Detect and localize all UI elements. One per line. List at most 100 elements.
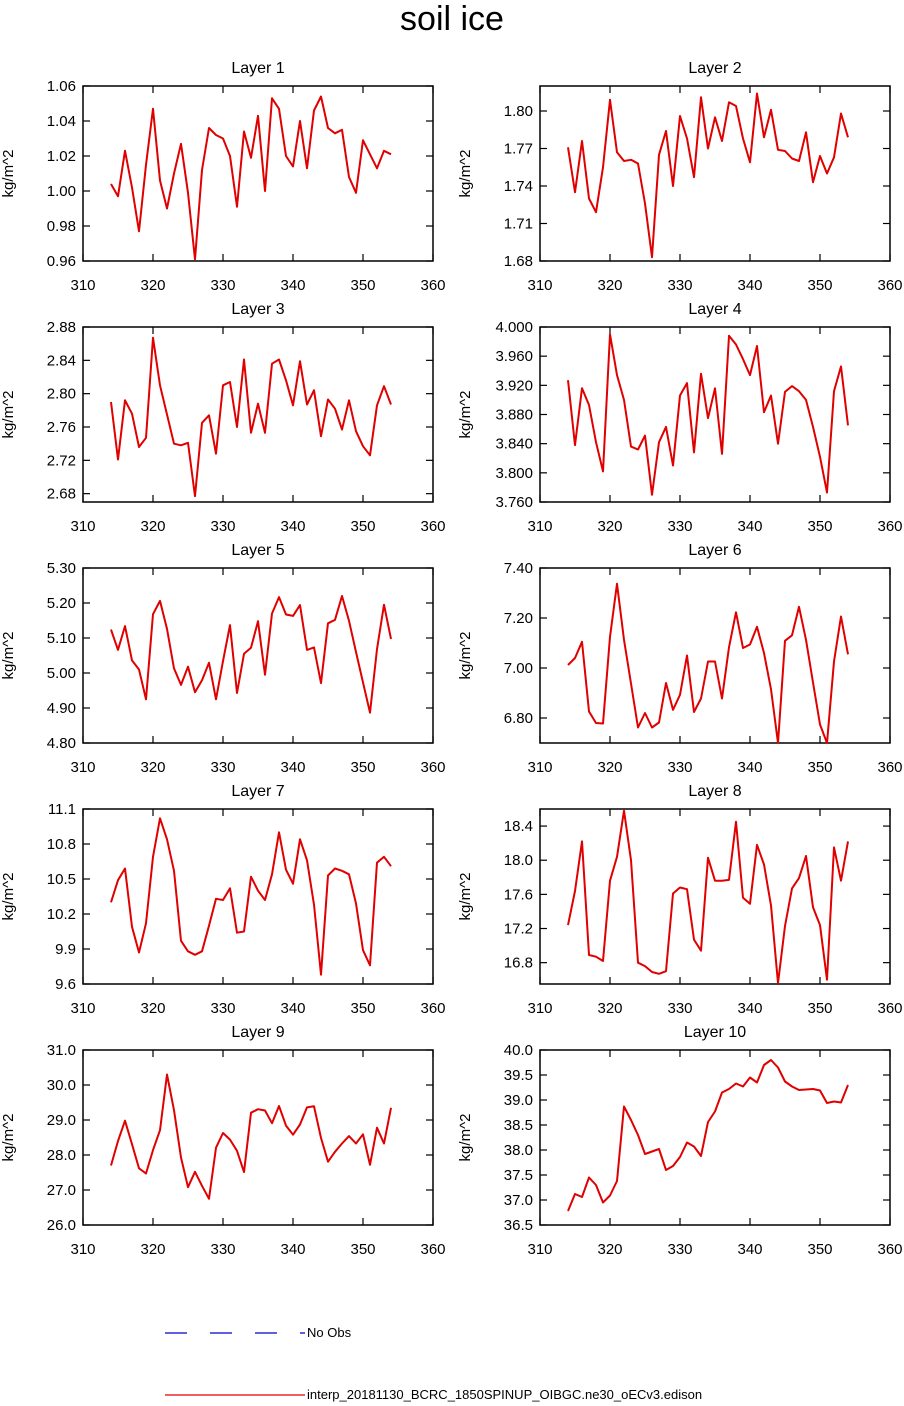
- y-tick-label: 28.0: [47, 1147, 76, 1164]
- panel-title: Layer 4: [688, 301, 741, 318]
- y-axis-label: kg/m^2: [457, 632, 474, 680]
- panel-layer-5: Layer 5 310 320 330 340 350 360 4.80 4.90 5.00 5.1…: [0, 542, 446, 776]
- plot-frame: [539, 1049, 891, 1226]
- y-tick-label: 2.68: [47, 486, 76, 503]
- x-tick-label: 320: [597, 1241, 622, 1258]
- x-tick-label: 350: [807, 1000, 832, 1017]
- y-tick-label: 1.06: [47, 78, 76, 95]
- panel-title: Layer 5: [231, 542, 284, 559]
- x-tick-label: 350: [350, 1241, 375, 1258]
- plot-frame: [82, 85, 434, 262]
- x-tick-label: 330: [210, 1000, 235, 1017]
- y-tick-label: 10.5: [47, 871, 76, 888]
- panel-layer-6: Layer 6 310 320 330 340 350 360 6.80 7.00 7.20 7.4…: [457, 542, 903, 776]
- plot-frame: [539, 326, 891, 503]
- y-tick-label: 1.68: [504, 253, 533, 270]
- plot-frame: [82, 808, 434, 985]
- y-tick-label: 37.5: [504, 1167, 533, 1184]
- y-tick-label: 31.0: [47, 1042, 76, 1059]
- x-tick-label: 330: [210, 518, 235, 535]
- y-tick-label: 1.77: [504, 141, 533, 158]
- plot-frame: [539, 85, 891, 262]
- y-axis-label: kg/m^2: [0, 1114, 17, 1162]
- x-tick-label: 360: [877, 1000, 902, 1017]
- x-tick-label: 360: [420, 759, 445, 776]
- y-tick-label: 18.4: [504, 818, 533, 835]
- y-tick-label: 10.2: [47, 906, 76, 923]
- x-tick-label: 350: [807, 277, 832, 294]
- x-tick-label: 310: [70, 518, 95, 535]
- y-axis-label: kg/m^2: [0, 873, 17, 921]
- x-tick-label: 340: [280, 518, 305, 535]
- y-tick-label: 2.80: [47, 386, 76, 403]
- panel-title: Layer 2: [688, 60, 741, 77]
- y-tick-label: 17.2: [504, 921, 533, 938]
- x-tick-label: 350: [807, 759, 832, 776]
- y-tick-label: 1.71: [504, 216, 533, 233]
- y-tick-label: 0.98: [47, 218, 76, 235]
- legend: No Obs interp_20181130_BCRC_1850SPINUP_O…: [165, 1325, 702, 1402]
- x-tick-label: 330: [667, 277, 692, 294]
- x-tick-label: 360: [420, 518, 445, 535]
- y-tick-label: 37.0: [504, 1192, 533, 1209]
- y-tick-label: 10.8: [47, 836, 76, 853]
- panel-title: Layer 10: [684, 1024, 746, 1041]
- series-line-layer-9: [110, 1073, 392, 1200]
- y-tick-label: 1.74: [504, 178, 533, 195]
- series-line-layer-10: [567, 1059, 849, 1212]
- y-tick-label: 1.02: [47, 148, 76, 165]
- y-tick-label: 3.920: [495, 377, 533, 394]
- y-tick-label: 11.1: [48, 801, 76, 818]
- y-tick-label: 38.5: [504, 1117, 533, 1134]
- y-tick-label: 5.20: [47, 595, 76, 612]
- y-axis-label: kg/m^2: [0, 150, 17, 198]
- y-tick-label: 4.90: [47, 700, 76, 717]
- x-tick-label: 310: [527, 518, 552, 535]
- x-tick-label: 360: [420, 277, 445, 294]
- y-tick-label: 5.30: [47, 560, 76, 577]
- x-tick-label: 360: [877, 518, 902, 535]
- y-tick-label: 5.00: [47, 665, 76, 682]
- y-tick-label: 39.0: [504, 1092, 533, 1109]
- y-axis-label: kg/m^2: [457, 873, 474, 921]
- x-tick-label: 340: [737, 277, 762, 294]
- x-tick-label: 350: [807, 1241, 832, 1258]
- y-tick-label: 18.0: [504, 852, 533, 869]
- panel-layer-3: Layer 3 310 320 330 340 350 360 2.68 2.72 2.76 2.8…: [0, 301, 446, 535]
- panel-title: Layer 1: [231, 60, 284, 77]
- main-title: soil ice: [400, 0, 504, 38]
- y-axis-label: kg/m^2: [0, 391, 17, 439]
- panel-layer-7: Layer 7 310 320 330 340 350 360 9.6 9.9 10.2 10.5 1…: [0, 783, 446, 1017]
- x-tick-label: 320: [140, 277, 165, 294]
- plot-frame: [82, 326, 434, 503]
- x-tick-label: 350: [807, 518, 832, 535]
- y-tick-label: 30.0: [47, 1077, 76, 1094]
- x-tick-label: 310: [527, 277, 552, 294]
- y-tick-label: 39.5: [504, 1067, 533, 1084]
- panel-title: Layer 3: [231, 301, 284, 318]
- series-line-layer-1: [110, 95, 392, 261]
- x-tick-label: 340: [737, 518, 762, 535]
- x-tick-label: 340: [280, 1241, 305, 1258]
- y-axis-label: kg/m^2: [457, 150, 474, 198]
- plot-frame: [82, 1049, 434, 1226]
- x-tick-label: 310: [70, 1000, 95, 1017]
- x-tick-label: 330: [210, 1241, 235, 1258]
- x-tick-label: 320: [140, 1000, 165, 1017]
- x-tick-label: 340: [280, 277, 305, 294]
- y-tick-label: 3.880: [495, 407, 533, 424]
- plot-frame: [539, 808, 891, 985]
- y-tick-label: 3.840: [495, 436, 533, 453]
- x-tick-label: 310: [527, 1241, 552, 1258]
- x-tick-label: 310: [70, 277, 95, 294]
- x-tick-label: 320: [597, 1000, 622, 1017]
- y-axis-label: kg/m^2: [0, 632, 17, 680]
- series-line-layer-2: [567, 92, 849, 259]
- y-axis-label: kg/m^2: [457, 391, 474, 439]
- panel-layer-1: Layer 1 310 320 330 340 350 360 0.96 0.98 1.00 1.0…: [0, 60, 446, 294]
- y-tick-label: 38.0: [504, 1142, 533, 1159]
- x-tick-label: 320: [140, 759, 165, 776]
- series-line-layer-4: [567, 333, 849, 496]
- x-tick-label: 310: [527, 759, 552, 776]
